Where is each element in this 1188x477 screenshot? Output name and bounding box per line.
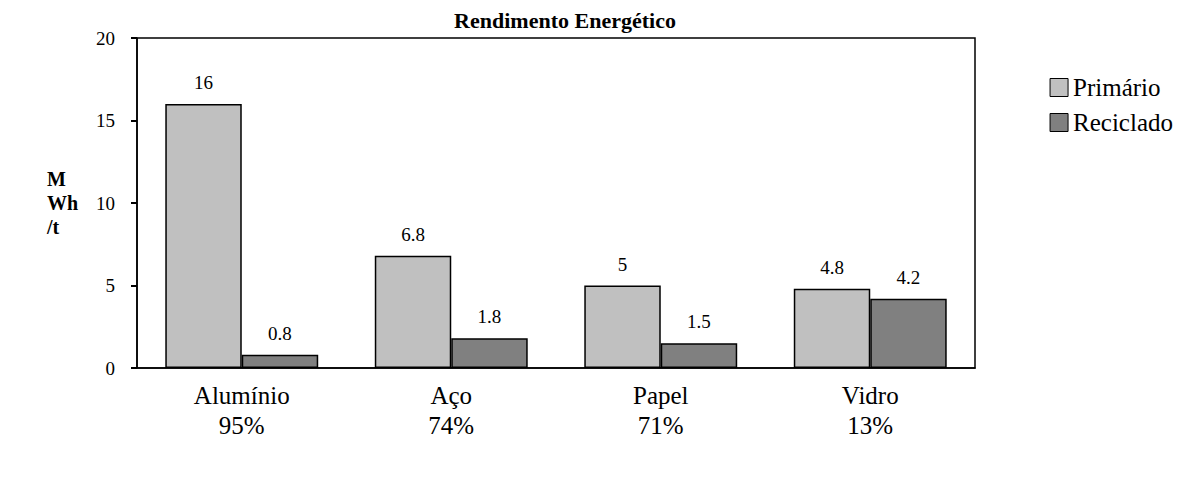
svg-text:1.5: 1.5 [687, 311, 711, 332]
svg-text:Reciclado: Reciclado [1073, 109, 1173, 136]
svg-text:15: 15 [96, 110, 115, 131]
svg-text:Alumínio: Alumínio [194, 382, 290, 409]
svg-text:6.8: 6.8 [401, 224, 425, 245]
svg-text:0: 0 [106, 358, 116, 379]
svg-text:4.2: 4.2 [897, 267, 921, 288]
svg-text:Wh: Wh [47, 192, 78, 214]
svg-text:1.8: 1.8 [478, 306, 502, 327]
svg-text:4.8: 4.8 [820, 257, 844, 278]
svg-text:Papel: Papel [633, 382, 689, 409]
svg-text:5: 5 [618, 254, 628, 275]
svg-text:Aço: Aço [430, 382, 472, 409]
svg-text:71%: 71% [638, 412, 684, 439]
svg-text:/t: /t [46, 216, 60, 238]
svg-text:16: 16 [194, 72, 213, 93]
svg-text:13%: 13% [847, 412, 893, 439]
svg-text:74%: 74% [428, 412, 474, 439]
svg-text:0.8: 0.8 [268, 323, 292, 344]
svg-text:10: 10 [96, 193, 115, 214]
svg-text:Vidro: Vidro [842, 382, 899, 409]
svg-text:20: 20 [96, 28, 115, 49]
svg-text:5: 5 [106, 275, 116, 296]
svg-text:M: M [47, 168, 66, 190]
svg-text:95%: 95% [219, 412, 265, 439]
svg-text:Primário: Primário [1073, 74, 1161, 101]
svg-text:Rendimento Energético: Rendimento Energético [454, 8, 676, 33]
